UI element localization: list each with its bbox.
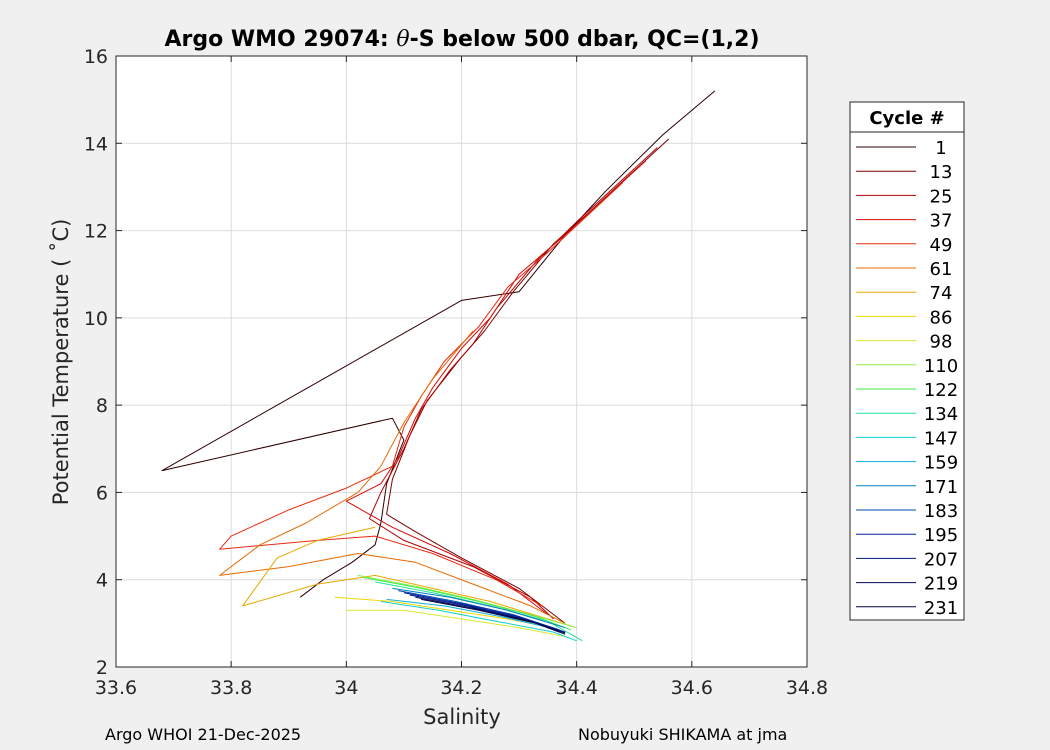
legend-label: 25 [930, 186, 953, 207]
y-tick-label: 2 [96, 657, 108, 679]
legend-label: 207 [924, 549, 958, 570]
x-tick-label: 34.6 [671, 677, 713, 699]
legend-label: 61 [930, 259, 953, 280]
y-tick-label: 8 [96, 395, 108, 417]
x-tick-label: 34.4 [556, 677, 598, 699]
series-line-cycle-147 [380, 601, 577, 642]
legend-label: 171 [924, 477, 958, 498]
x-tick-label: 34.8 [786, 677, 828, 699]
legend-label: 1 [935, 138, 946, 159]
series-line-cycle-61 [219, 330, 566, 624]
legend-label: 49 [930, 235, 953, 256]
y-axis: 2 4 6 8 10 12 14 16 [84, 46, 807, 679]
x-tick-label: 33.8 [210, 677, 252, 699]
title-prefix: Argo WMO 29074: [164, 27, 396, 52]
legend-label: 219 [924, 574, 958, 595]
title-theta: θ [396, 27, 409, 52]
series-line-cycle-13 [386, 138, 670, 624]
x-tick-label: 34.2 [440, 677, 482, 699]
y-tick-label: 6 [96, 482, 108, 504]
x-axis: 33.6 33.8 34 34.2 34.4 34.6 34.8 [95, 56, 828, 699]
series-line-cycle-159 [386, 598, 560, 631]
legend-label: 74 [930, 283, 953, 304]
series-line-cycle-171 [392, 587, 566, 629]
legend-label: 13 [930, 162, 953, 183]
series-line-cycle-1 [161, 90, 716, 598]
series-line-cycle-195 [403, 592, 566, 633]
x-tick-label: 34 [334, 677, 358, 699]
legend-label: 122 [924, 380, 958, 401]
y-tick-label: 14 [84, 133, 108, 155]
legend-box [849, 101, 965, 621]
legend-label: 231 [924, 598, 958, 619]
y-axis-label: Potential Temperature ( ˚C) [49, 219, 73, 506]
legend-label: 147 [924, 428, 958, 449]
legend-label: 195 [924, 525, 958, 546]
series-line-cycle-49 [219, 182, 624, 607]
legend-label: 183 [924, 501, 958, 522]
legend-label: 134 [924, 404, 958, 425]
footer-credit: Nobuyuki SHIKAMA at jma [578, 725, 788, 744]
series-line-cycle-110 [357, 574, 577, 629]
x-axis-label: Salinity [423, 705, 501, 729]
legend-label: 86 [930, 307, 953, 328]
chart-title: Argo WMO 29074: θ-S below 500 dbar, QC=(… [164, 27, 759, 52]
title-suffix: -S below 500 dbar, QC=(1,2) [410, 27, 760, 52]
series-group [161, 90, 716, 642]
legend-entries: 1 13 25 37 49 61 74 86 98 110 122 134 147 159 171 183 19… [856, 138, 958, 619]
legend-label: 110 [924, 356, 958, 377]
footer-source: Argo WHOI 21-Dec-2025 [105, 725, 302, 744]
y-tick-label: 16 [84, 46, 108, 68]
legend-label: 159 [924, 453, 958, 474]
legend-label: 98 [930, 332, 953, 353]
legend-label: 37 [930, 211, 953, 232]
series-line-cycle-74 [242, 526, 577, 629]
y-tick-label: 12 [84, 221, 108, 243]
x-tick-label: 33.6 [95, 677, 137, 699]
legend: Cycle # 1 13 25 37 49 61 74 86 98 110 122 134 147 159… [849, 101, 965, 621]
series-line-cycle-231 [421, 598, 566, 634]
series-line-cycle-25 [368, 147, 658, 620]
y-tick-label: 10 [84, 308, 108, 330]
legend-title: Cycle # [869, 108, 944, 129]
y-tick-label: 4 [96, 570, 108, 592]
series-line-cycle-98 [346, 609, 566, 637]
